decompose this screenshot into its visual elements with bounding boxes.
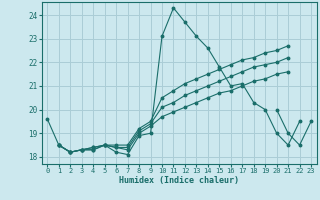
X-axis label: Humidex (Indice chaleur): Humidex (Indice chaleur) [119, 176, 239, 185]
